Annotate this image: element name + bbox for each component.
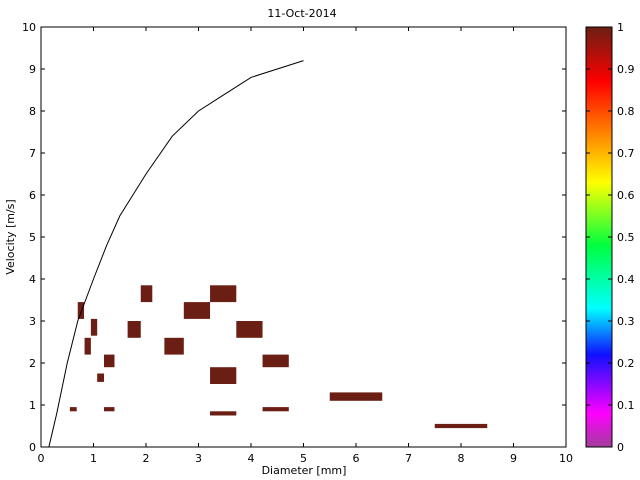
y-tick-label: 0 bbox=[29, 441, 36, 454]
heatmap-cell-11 bbox=[210, 411, 237, 416]
colorbar-tick-label: 0.1 bbox=[617, 399, 635, 412]
x-tick-label: 0 bbox=[38, 452, 45, 465]
heatmap-cell-7 bbox=[127, 321, 141, 338]
colorbar-tick-label: 0.6 bbox=[617, 189, 635, 202]
heatmap-cell-12 bbox=[210, 367, 237, 384]
x-tick-label: 5 bbox=[300, 452, 307, 465]
heatmap-cell-9 bbox=[164, 337, 184, 355]
heatmap-cell-5 bbox=[104, 407, 115, 412]
y-tick-label: 8 bbox=[29, 105, 36, 118]
heatmap-cell-3 bbox=[90, 318, 98, 336]
colorbar-tick-label: 0.5 bbox=[617, 231, 635, 244]
x-tick-label: 8 bbox=[458, 452, 465, 465]
colorbar-tick-label: 0.7 bbox=[617, 147, 635, 160]
heatmap-cell-16 bbox=[262, 354, 289, 368]
colorbar-tick-label: 0.3 bbox=[617, 315, 635, 328]
colorbar-ticks: 0 0.1 0.2 0.3 0.4 0.5 0.6 0.7 0.8 0.9 1 bbox=[586, 21, 635, 454]
heatmap-cell-0 bbox=[69, 407, 77, 412]
x-tick-label: 2 bbox=[143, 452, 150, 465]
heatmap-cell-6 bbox=[104, 354, 115, 368]
y-tick-label: 5 bbox=[29, 231, 36, 244]
colorbar-tick-label: 0.8 bbox=[617, 105, 635, 118]
heatmap-cell-18 bbox=[434, 423, 488, 429]
heatmap-cells bbox=[69, 285, 488, 429]
colorbar-tick-label: 0.2 bbox=[617, 357, 635, 370]
heatmap-cell-15 bbox=[262, 407, 289, 412]
y-tick-label: 9 bbox=[29, 63, 36, 76]
chart-title: 11-Oct-2014 bbox=[267, 7, 336, 20]
heatmap-cell-10 bbox=[183, 302, 211, 319]
y-tick-label: 10 bbox=[22, 21, 36, 34]
terminal-velocity-curve bbox=[48, 60, 304, 448]
heatmap-cell-17 bbox=[329, 392, 383, 401]
x-tick-label: 10 bbox=[559, 452, 573, 465]
colorbar-tick-label: 0.9 bbox=[617, 63, 635, 76]
plot-area: 0 1 2 3 4 5 6 7 8 9 10 0 1 2 3 4 5 6 7 8 9 10 bbox=[22, 21, 573, 465]
heatmap-cell-13 bbox=[210, 285, 237, 303]
x-tick-label: 3 bbox=[195, 452, 202, 465]
y-tick-label: 4 bbox=[29, 273, 36, 286]
x-tick-label: 9 bbox=[510, 452, 517, 465]
colorbar-gradient bbox=[585, 26, 613, 448]
plot-frame bbox=[40, 26, 567, 448]
y-tick-label: 6 bbox=[29, 189, 36, 202]
x-axis-ticks: 0 1 2 3 4 5 6 7 8 9 10 bbox=[38, 27, 573, 465]
colorbar-tick-label: 0 bbox=[617, 441, 624, 454]
y-axis-label: Velocity [m/s] bbox=[4, 199, 17, 274]
heatmap-cell-1 bbox=[77, 302, 85, 319]
x-tick-label: 1 bbox=[90, 452, 97, 465]
y-tick-label: 7 bbox=[29, 147, 36, 160]
x-tick-label: 7 bbox=[405, 452, 412, 465]
heatmap-cell-4 bbox=[97, 373, 104, 382]
heatmap-cell-14 bbox=[236, 321, 263, 338]
heatmap-cell-2 bbox=[84, 337, 91, 355]
x-axis-label: Diameter [mm] bbox=[262, 464, 347, 477]
colorbar: 0 0.1 0.2 0.3 0.4 0.5 0.6 0.7 0.8 0.9 1 bbox=[585, 21, 635, 454]
y-tick-label: 2 bbox=[29, 357, 36, 370]
y-tick-label: 1 bbox=[29, 399, 36, 412]
colorbar-tick-label: 1 bbox=[617, 21, 624, 34]
x-tick-label: 4 bbox=[248, 452, 255, 465]
x-tick-label: 6 bbox=[353, 452, 360, 465]
y-tick-label: 3 bbox=[29, 315, 36, 328]
heatmap-cell-8 bbox=[140, 285, 153, 303]
colorbar-tick-label: 0.4 bbox=[617, 273, 635, 286]
y-axis-ticks: 0 1 2 3 4 5 6 7 8 9 10 bbox=[22, 21, 566, 454]
